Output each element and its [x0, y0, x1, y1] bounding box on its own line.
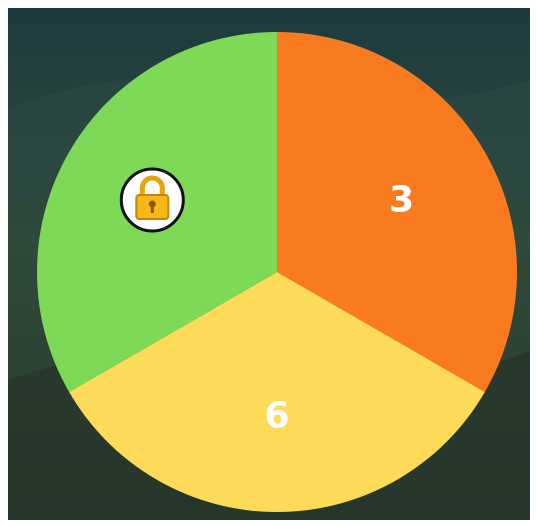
lock-icon — [121, 169, 183, 231]
page: 36 (() => { const data = JSON.parse(docu… — [0, 0, 536, 526]
segment-label: 6 — [264, 396, 289, 437]
segment-label: 3 — [389, 180, 414, 221]
game-screen: 36 — [0, 0, 536, 526]
spin-wheel[interactable]: 36 — [37, 32, 517, 512]
